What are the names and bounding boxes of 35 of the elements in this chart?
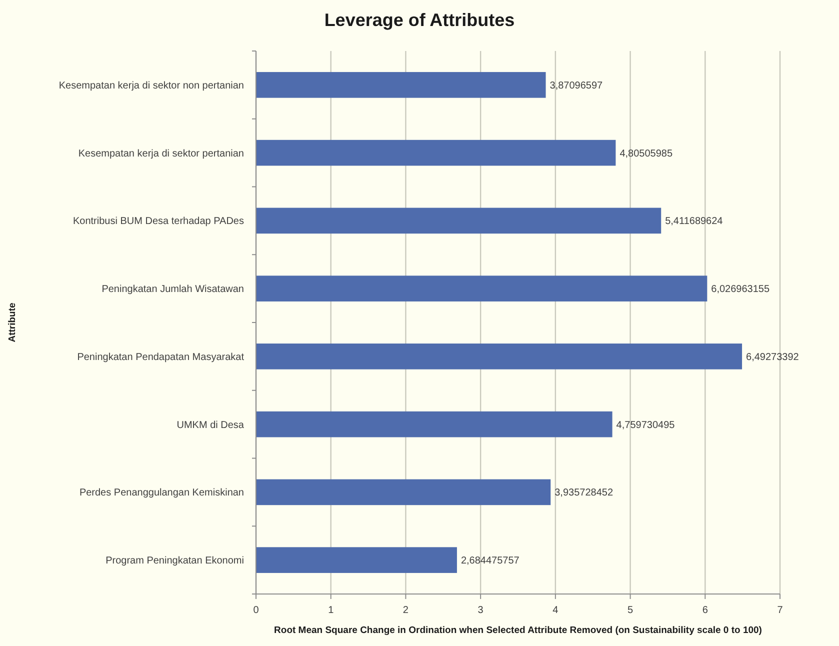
y-tick-label: Peningkatan Pendapatan Masyarakat (77, 352, 244, 363)
bar (256, 344, 742, 370)
y-tick-label: Kesempatan kerja di sektor pertanian (78, 148, 244, 160)
data-label: 6,026963155 (711, 284, 770, 296)
y-axis-title: Attribute (7, 302, 18, 342)
bar (256, 411, 612, 438)
bar (256, 140, 616, 166)
data-label: 5,411689624 (665, 216, 724, 228)
bar (256, 72, 546, 98)
x-tick-label: 4 (552, 605, 559, 616)
x-tick-label: 7 (777, 605, 784, 616)
data-label: 3,87096597 (550, 80, 604, 92)
x-tick-label: 3 (478, 605, 484, 616)
y-tick-label: Perdes Penanggulangan Kemiskinan (79, 488, 244, 499)
y-tick-label: Kontribusi BUM Desa terhadap PADes (72, 216, 244, 228)
x-tick-label: 1 (328, 605, 334, 616)
data-label: 4,80505985 (620, 148, 673, 160)
data-label: 2,684475757 (460, 556, 520, 567)
bar (256, 276, 708, 302)
bar (256, 208, 662, 234)
chart-title: Leverage of Attributes (324, 10, 515, 30)
bar (256, 479, 551, 506)
y-tick-label: Peningkatan Jumlah Wisatawan (102, 284, 244, 296)
x-axis-title: Root Mean Square Change in Ordination when Selected Attribute Removed (on Sustainability scale 0 to 100) (274, 625, 762, 636)
x-tick-label: 2 (402, 605, 409, 616)
data-label: 4,759730495 (616, 420, 676, 431)
y-tick-label: Kesempatan kerja di sektor non pertanian (58, 80, 244, 92)
data-label: 3,935728452 (554, 488, 614, 499)
x-tick-label: 0 (253, 605, 260, 616)
data-label: 6,49273392 (746, 352, 800, 363)
y-tick-label: UMKM di Desa (176, 420, 244, 431)
x-tick-label: 6 (702, 605, 708, 616)
x-tick-label: 5 (628, 605, 634, 616)
bar (256, 547, 457, 573)
y-tick-label: Program Peningkatan Ekonomi (106, 556, 244, 567)
